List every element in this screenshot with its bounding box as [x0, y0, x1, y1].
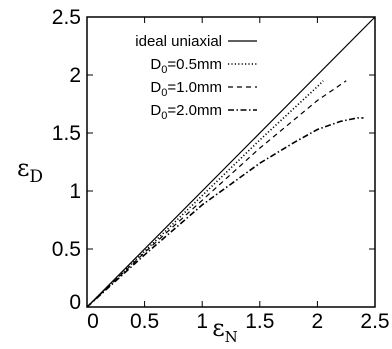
x-tick-label: 2: [312, 310, 324, 333]
y-tick-label: 2.5: [52, 6, 81, 29]
x-tick-label: 1.5: [245, 310, 274, 333]
legend-label-4: D0=2.0mm: [150, 102, 222, 122]
legend: ideal uniaxial D0=0.5mm D0=1.0mm D0=2.0mm: [135, 33, 257, 122]
series-line-2: [86, 80, 324, 308]
x-tick-label: 1: [196, 310, 208, 333]
x-axis-label-sub: N: [225, 328, 238, 346]
y-tick-label: 0: [69, 291, 81, 314]
legend-label-3: D0=1.0mm: [150, 79, 222, 99]
y-axis-label: εD: [17, 154, 43, 187]
y-tick-label: 2: [69, 64, 81, 87]
ticks: 0 0.5 1 1.5 2 2.5 0 0.5 1 1.5 2 2.5: [52, 6, 390, 333]
series-line-1: [86, 16, 376, 308]
y-tick-label: 0.5: [52, 238, 81, 261]
plot-area: [86, 16, 376, 308]
legend-label-2: D0=0.5mm: [150, 56, 222, 76]
series-line-3: [86, 80, 347, 308]
y-axis-label-sub: D: [29, 167, 43, 187]
y-tick-label: 1.5: [52, 122, 81, 145]
plot-frame: [86, 16, 376, 308]
series-line-4: [86, 117, 364, 308]
y-tick-label: 1: [69, 180, 81, 203]
x-tick-label: 2.5: [360, 310, 389, 333]
x-tick-label: 0: [87, 310, 99, 333]
x-tick-label: 0.5: [130, 310, 159, 333]
legend-label-1: ideal uniaxial: [135, 33, 222, 50]
x-axis-label: εN: [212, 314, 238, 346]
